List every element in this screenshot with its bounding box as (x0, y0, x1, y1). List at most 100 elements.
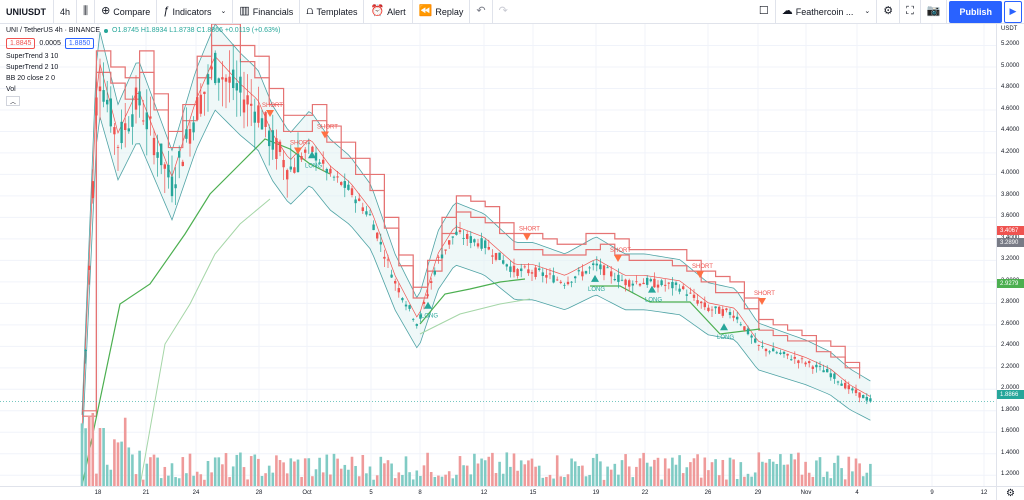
volume-bar (203, 479, 206, 486)
fullscreen-button[interactable]: ⛶ (900, 0, 921, 24)
chart-type-button[interactable]: ⫼ (77, 0, 96, 24)
time-tick-label: 24 (192, 490, 200, 496)
price-tick-label: 1.8000 (1001, 406, 1020, 413)
ask-price[interactable]: 1.8850 (64, 38, 95, 49)
time-axis[interactable]: 18 21 24 28 Oct 5 8 12 15 19 22 26 29 Nov 4 9 12 (0, 486, 996, 500)
candle-body (275, 138, 278, 160)
candle-body (228, 76, 231, 83)
candle-body (199, 94, 202, 114)
candle-body (322, 159, 325, 164)
bollinger-basis (81, 55, 871, 429)
volume-bar (761, 461, 764, 486)
time-tick-label: 5 (369, 490, 373, 496)
volume-bar (437, 475, 440, 486)
candle-body (232, 69, 235, 89)
volume-bar (260, 475, 264, 486)
volume-bar (267, 465, 271, 486)
volume-bar (87, 415, 91, 486)
volume-bar (91, 412, 95, 486)
legend-title[interactable]: UNI / TetherUS 4h · BINANCE (6, 27, 101, 34)
indicators-button[interactable]: ƒ Indicators ⌄ (157, 0, 234, 24)
candles-icon: ⫼ (83, 5, 89, 17)
candle-body (775, 352, 778, 354)
short-signal-label: SHORT (754, 291, 775, 297)
indicator-volume[interactable]: Vol (6, 86, 16, 93)
indicator-supertrend-3-10[interactable]: SuperTrend 3 10 (6, 53, 59, 60)
price-tick-label: 2.6000 (1001, 320, 1020, 327)
play-button[interactable]: ▶ (1004, 0, 1022, 23)
short-signal-marker (523, 233, 531, 241)
bid-price[interactable]: 1.8845 (6, 38, 36, 49)
volume-bar (228, 477, 231, 486)
undo-button[interactable]: ↶ (470, 0, 493, 24)
volume-bar (455, 474, 458, 486)
candle-body (134, 87, 138, 110)
volume-bar (555, 455, 559, 486)
candle-body (656, 284, 660, 288)
price-tick-label: 2.4000 (1001, 342, 1020, 349)
candle-body (268, 130, 271, 147)
candle-body (350, 188, 354, 196)
price-chart[interactable]: SHORT SHORT SHORT LONG LONG SHORT LONG SHORT LON… (0, 23, 996, 487)
candle-body (858, 392, 861, 398)
chart-settings-corner[interactable]: ⚙ (996, 486, 1024, 500)
volume-bar (771, 461, 775, 486)
plus-circle-icon: ⊕ (101, 5, 111, 17)
volume-bar (451, 478, 455, 486)
settings-button[interactable]: ⚙ (877, 0, 901, 24)
layout-menu-button[interactable]: ☁ Feathercoin ... ⌄ (776, 0, 878, 24)
candle-body (304, 149, 307, 153)
volume-bar (577, 466, 581, 486)
collapse-legend-button[interactable]: ︿ (6, 96, 20, 106)
volume-bar (595, 453, 599, 486)
candle-body (638, 283, 642, 286)
volume-bar (253, 454, 257, 486)
volume-bar (224, 453, 228, 486)
volume-bar (487, 456, 491, 486)
volume-bar (311, 476, 314, 486)
volume-bar (735, 478, 739, 486)
candle-body (768, 351, 771, 353)
volume-bar (134, 474, 138, 486)
financials-button[interactable]: ▥ Financials (233, 0, 301, 24)
candle-body (671, 281, 674, 289)
candle-body (746, 328, 750, 335)
select-layout-checkbox[interactable]: ☐ (753, 0, 776, 24)
interval-button[interactable]: 4h (54, 0, 78, 24)
volume-bar (681, 473, 685, 486)
volume-bar (509, 466, 512, 486)
redo-button[interactable]: ↷ (493, 0, 514, 24)
volume-bar (494, 473, 498, 486)
candle-body (224, 77, 228, 82)
snapshot-button[interactable]: 📷 (921, 0, 948, 24)
candle-body (714, 306, 717, 309)
publish-button[interactable]: Publish (949, 0, 1002, 23)
chart-pane[interactable]: SHORT SHORT SHORT LONG LONG SHORT LONG SHORT LON… (0, 23, 996, 487)
alert-button[interactable]: ⏰ Alert (364, 0, 413, 24)
volume-bar (656, 457, 660, 486)
compare-button[interactable]: ⊕ Compare (95, 0, 158, 24)
indicator-bollinger-bands[interactable]: BB 20 close 2 0 (6, 75, 56, 82)
indicator-supertrend-2-10[interactable]: SuperTrend 2 10 (6, 64, 59, 71)
alert-label: Alert (387, 6, 406, 17)
volume-bar (631, 477, 635, 486)
volume-bar (354, 465, 357, 486)
candle-body (379, 241, 382, 245)
volume-bar (419, 475, 422, 486)
templates-button[interactable]: ⩍ Templates (300, 0, 365, 24)
replay-button[interactable]: ⏪ Replay (413, 0, 471, 24)
symbol-search-button[interactable]: UNIUSDT (0, 0, 54, 24)
volume-bar (501, 473, 505, 486)
spread-value: 0.0005 (39, 40, 61, 47)
volume-bar (768, 459, 771, 486)
price-tick-label: 4.8000 (1001, 84, 1020, 91)
time-tick-label: 18 (94, 490, 102, 496)
price-axis[interactable]: USDT 5.2000 5.0000 4.8000 4.6000 4.4000 4.200… (996, 24, 1024, 486)
candle-body (332, 176, 336, 178)
candle-body (833, 373, 836, 379)
volume-bar (617, 474, 620, 486)
volume-bar (156, 457, 159, 486)
candle-body (628, 280, 631, 287)
candle-body (124, 123, 127, 130)
candle-body (286, 170, 289, 180)
